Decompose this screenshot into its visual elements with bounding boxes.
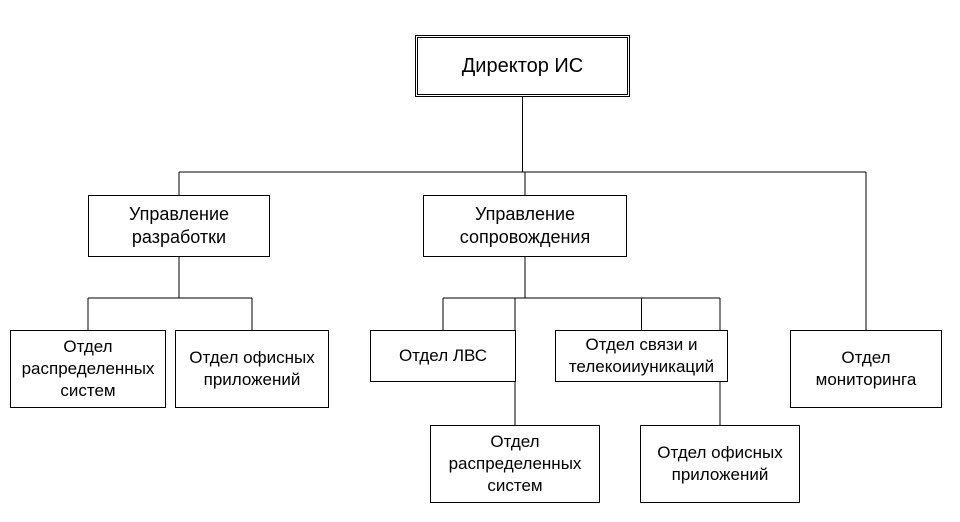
node-office-apps-dept-2: Отдел офисных приложений	[640, 425, 800, 503]
node-distributed-systems-dept-1: Отдел распределенных систем	[10, 330, 166, 408]
node-monitoring-dept: Отдел мониторинга	[790, 330, 942, 408]
node-director: Директор ИС	[415, 35, 630, 97]
node-support-management: Управление сопровождения	[423, 195, 627, 257]
node-label: Управление сопровождения	[428, 203, 622, 250]
node-label: Отдел офисных приложений	[180, 347, 324, 391]
node-telecom-dept: Отдел связи и телекоииуникаций	[555, 330, 728, 382]
node-lan-dept: Отдел ЛВС	[370, 330, 516, 382]
node-label: Отдел связи и телекоииуникаций	[560, 334, 723, 378]
node-dev-management: Управление разработки	[88, 195, 270, 257]
node-label: Отдел распределенных систем	[435, 431, 595, 497]
node-label: Отдел распределенных систем	[15, 336, 161, 402]
node-label: Директор ИС	[462, 53, 584, 79]
node-label: Отдел мониторинга	[795, 347, 937, 391]
node-label: Управление разработки	[93, 203, 265, 250]
node-label: Отдел офисных приложений	[645, 442, 795, 486]
node-office-apps-dept-1: Отдел офисных приложений	[175, 330, 329, 408]
node-label: Отдел ЛВС	[399, 345, 487, 367]
node-distributed-systems-dept-2: Отдел распределенных систем	[430, 425, 600, 503]
